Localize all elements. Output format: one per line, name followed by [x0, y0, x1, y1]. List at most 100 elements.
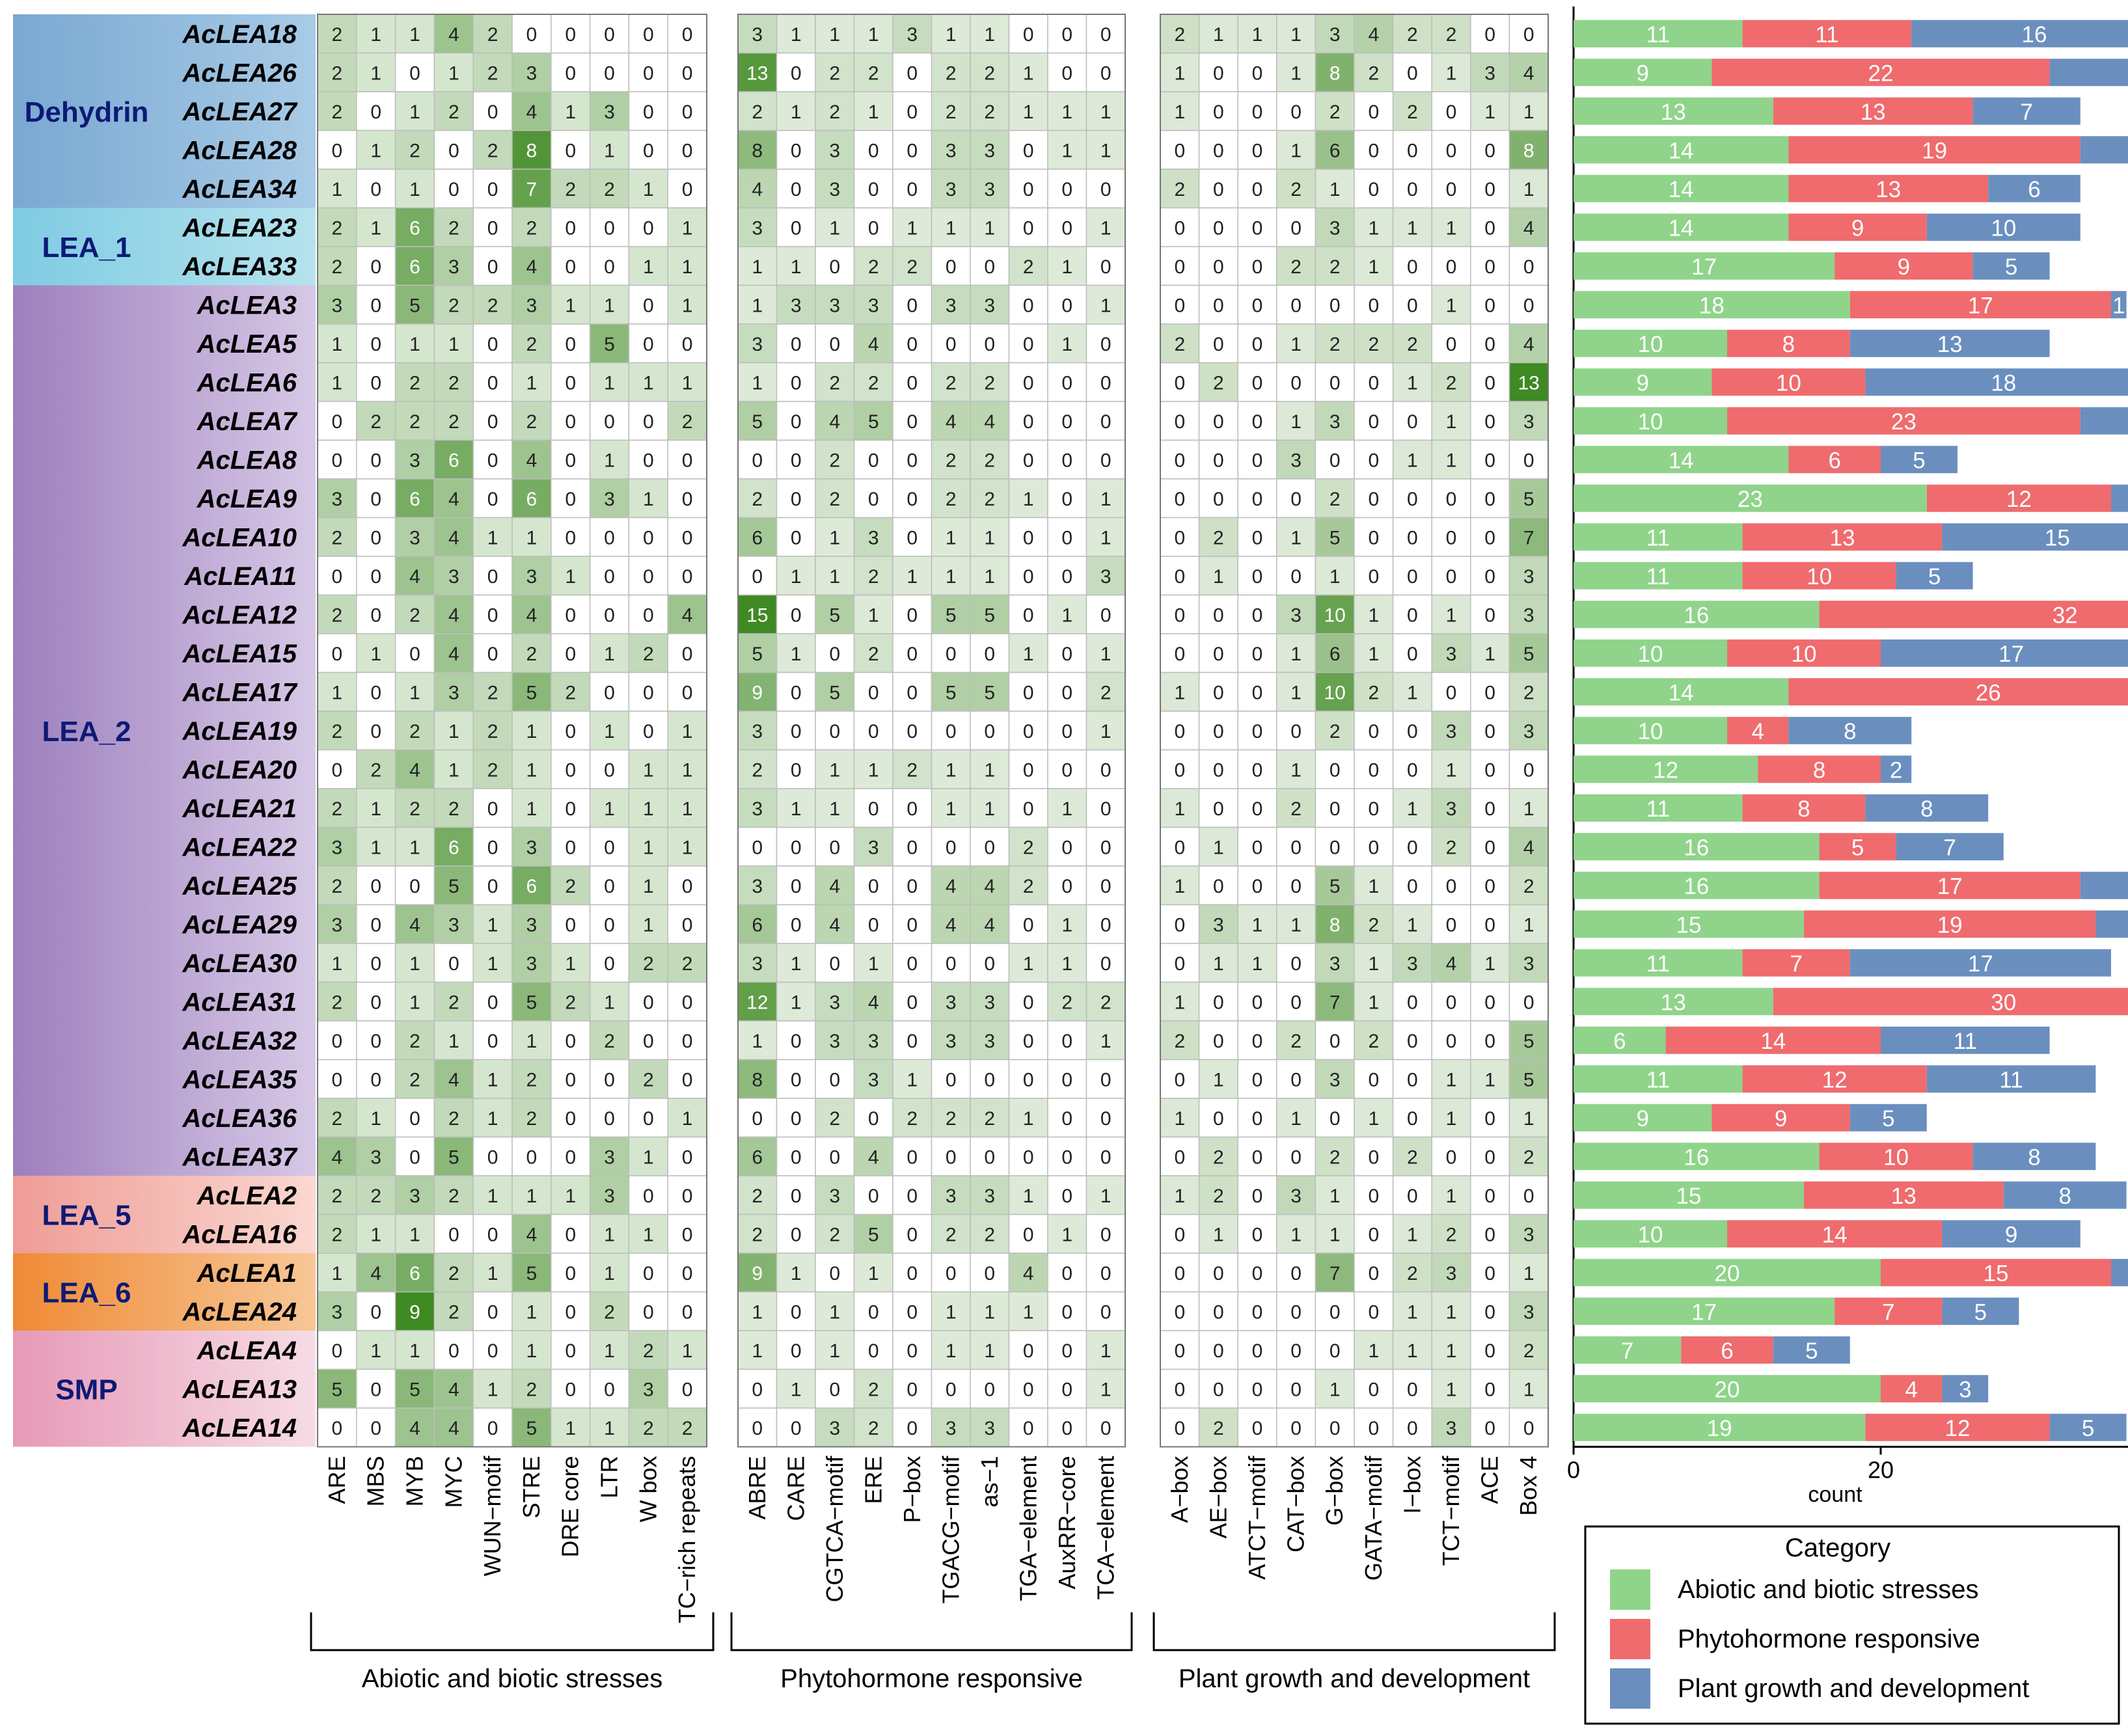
bar-segment-label: 7: [1621, 1338, 1633, 1364]
heat-cell-value: 1: [370, 1340, 381, 1362]
heat-cell: [931, 1214, 971, 1254]
heat-cell: [1508, 1407, 1549, 1448]
heat-cell: [628, 478, 668, 519]
heat-cell: [356, 788, 396, 828]
heat-cell: [589, 1098, 630, 1138]
heat-cell: [512, 246, 552, 286]
heat-cell-value: 5: [984, 682, 995, 703]
heat-cell-value: 0: [682, 527, 693, 549]
heat-cell-value: 0: [487, 566, 498, 588]
heat-cell-value: 1: [1100, 1340, 1112, 1362]
heat-cell-value: 0: [370, 102, 381, 123]
heat-cell-value: 3: [1446, 1263, 1457, 1284]
heat-cell-value: 1: [1407, 798, 1418, 820]
heat-cell-value: 0: [409, 876, 420, 897]
bar-segment-label: 13: [1661, 990, 1686, 1015]
heat-cell-value: 0: [1252, 256, 1263, 278]
heat-cell: [776, 1368, 816, 1409]
heat-cell: [1354, 1136, 1394, 1176]
heat-cell-value: 0: [1061, 1031, 1072, 1052]
heat-cell-value: 2: [946, 372, 957, 394]
bar-segment-abiotic-and-biotic-stresses: [1574, 716, 1727, 744]
bar-segment-label: 13: [1891, 1184, 1917, 1209]
heat-cell: [1392, 1214, 1432, 1254]
gene-label-aclea19: AcLEA19: [182, 717, 297, 746]
heat-cell-value: 1: [487, 1263, 498, 1284]
heat-cell: [1315, 1175, 1355, 1215]
heat-cell: [433, 1059, 474, 1099]
heat-cell: [737, 478, 778, 519]
heat-cell: [1237, 826, 1277, 867]
heat-cell-value: 1: [1368, 256, 1379, 278]
heat-cell: [892, 788, 933, 828]
bar-segment-label: 8: [2028, 1145, 2040, 1170]
heat-cell-value: 0: [565, 1340, 576, 1362]
heat-cell: [551, 14, 591, 54]
heat-cell: [1047, 169, 1087, 209]
heatmap-border: [1160, 14, 1549, 1448]
heat-cell: [1085, 169, 1126, 209]
heat-cell-value: 0: [984, 837, 995, 858]
heat-cell-value: 0: [565, 24, 576, 46]
bar-segment-phytohormone-responsive: [1742, 1065, 1927, 1093]
heat-cell-value: 0: [1061, 1379, 1072, 1400]
bar-segment-abiotic-and-biotic-stresses: [1574, 252, 1835, 280]
heat-cell-value: 3: [448, 256, 459, 278]
heat-cell-value: 1: [1446, 62, 1457, 84]
heat-cell-value: 1: [487, 1108, 498, 1130]
heat-cell: [433, 1253, 474, 1293]
bar-segment-label: 14: [1669, 680, 1694, 705]
heat-cell-value: 1: [1100, 295, 1112, 316]
heat-cell-value: 1: [332, 179, 343, 200]
heat-cell-value: 5: [1330, 876, 1341, 897]
heat-cell-value: 3: [332, 1301, 343, 1323]
heat-cell: [356, 284, 396, 325]
gene-label-aclea31: AcLEA31: [182, 988, 297, 1016]
heat-cell: [1276, 1136, 1316, 1176]
heat-cell: [1315, 633, 1355, 673]
heat-cell-value: 4: [829, 876, 840, 897]
bar-segment-label: 5: [1805, 1338, 1818, 1364]
heat-cell-value: 0: [487, 1340, 498, 1362]
heat-cell-value: 0: [1061, 1301, 1072, 1323]
heat-cell-value: 2: [409, 140, 420, 161]
heat-cell: [1085, 1368, 1126, 1409]
heat-cell: [1237, 14, 1277, 54]
legend-label-phytohormone: Phytohormone responsive: [1678, 1625, 1980, 1653]
heat-cell-value: 1: [946, 1301, 957, 1323]
heat-cell-value: 2: [1330, 721, 1341, 742]
heat-cell-value: 0: [829, 256, 840, 278]
heat-cell: [1508, 1175, 1549, 1215]
heat-cell: [1470, 478, 1510, 519]
heat-cell-value: 3: [984, 140, 995, 161]
heat-cell-value: 5: [604, 334, 615, 355]
heat-cell-value: 1: [682, 217, 693, 239]
heat-cell-value: 3: [1523, 953, 1535, 975]
heat-cell: [628, 711, 668, 751]
heat-cell: [317, 1253, 357, 1293]
heat-cell: [1160, 556, 1200, 596]
heat-cell-value: 1: [1407, 1224, 1418, 1245]
heat-cell-value: 0: [1061, 527, 1072, 549]
heat-cell: [1431, 207, 1471, 247]
stacked-bar-chart: count 0204060111116922201313714191514136…: [1567, 7, 2128, 1507]
heat-cell-value: 0: [1484, 798, 1495, 820]
heat-cell-value: 1: [409, 24, 420, 46]
heat-cell-value: 1: [984, 24, 995, 46]
heat-cell-value: 5: [946, 604, 957, 626]
bar-segment-abiotic-and-biotic-stresses: [1574, 562, 1743, 590]
heat-cell-value: 1: [409, 682, 420, 703]
heat-cell-value: 1: [604, 372, 615, 394]
heat-cell-value: 3: [526, 953, 538, 975]
heat-cell-value: 0: [487, 1418, 498, 1439]
heat-cell-value: 0: [604, 876, 615, 897]
heat-cell: [317, 633, 357, 673]
heat-cell-value: 1: [1446, 759, 1457, 781]
bar-segment-phytohormone-responsive: [1727, 639, 1881, 667]
heat-cell: [931, 1136, 971, 1176]
bar-segment-label: 18: [1699, 293, 1725, 318]
heat-cell-value: 0: [1290, 217, 1302, 239]
column-label-myc: MYC: [440, 1456, 467, 1508]
heat-cell-value: 2: [448, 372, 459, 394]
heat-cell: [1160, 517, 1200, 557]
